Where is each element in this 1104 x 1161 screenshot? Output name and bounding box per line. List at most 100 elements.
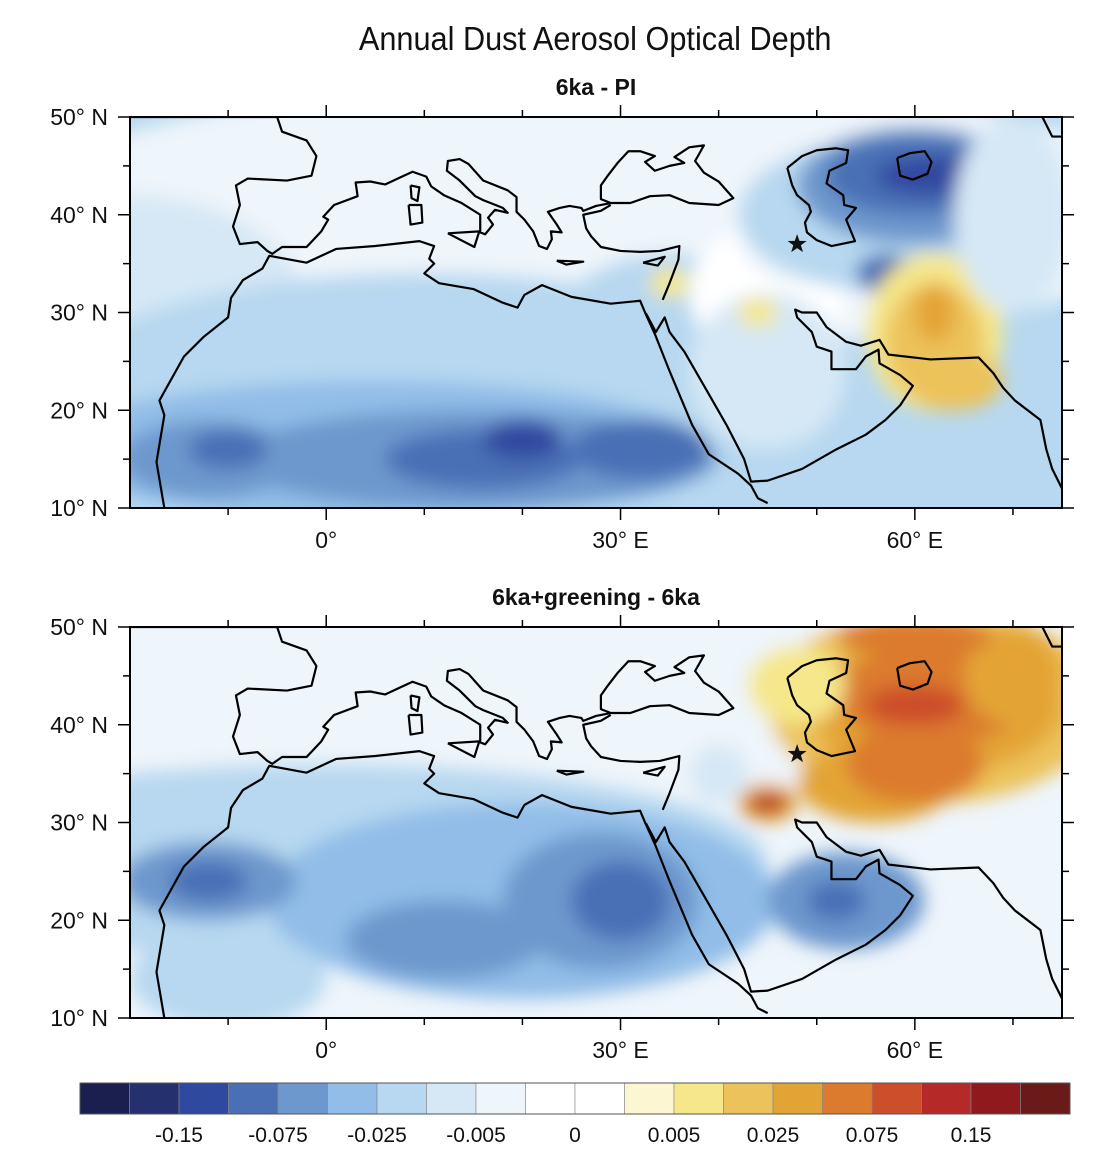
colorbar-swatch bbox=[525, 1082, 576, 1115]
colorbar-swatch bbox=[79, 1082, 130, 1115]
colorbar-swatch bbox=[475, 1082, 526, 1115]
colorbar-swatch bbox=[277, 1082, 328, 1115]
lon-tick-label: 60° E bbox=[887, 527, 944, 553]
field-contours bbox=[130, 627, 1062, 1018]
colorbar-swatch bbox=[327, 1082, 378, 1115]
field-contour-patch bbox=[738, 297, 778, 328]
coastline bbox=[409, 694, 421, 713]
field-contour-patch bbox=[748, 646, 847, 725]
colorbar-swatch bbox=[673, 1082, 724, 1115]
coastline bbox=[155, 750, 769, 1018]
colorbar-swatch bbox=[129, 1082, 180, 1115]
map-panel-1: 0° 30° E 60° E 50° N 40° N 30° N 20° N 10° N bbox=[50, 104, 1074, 553]
coastline bbox=[1041, 117, 1062, 138]
colorbar-swatch bbox=[624, 1082, 675, 1115]
colorbar-swatch bbox=[970, 1082, 1021, 1115]
colorbar-label: 0.005 bbox=[648, 1124, 701, 1147]
colorbar-label: 0.075 bbox=[846, 1124, 899, 1147]
field-contour-patch bbox=[914, 283, 955, 342]
field-contour-patch bbox=[571, 419, 709, 479]
lon-tick-label: 30° E bbox=[592, 1037, 649, 1063]
field-contour-patch bbox=[905, 351, 1004, 411]
star-marker-icon bbox=[787, 744, 807, 763]
figure-title: Annual Dust Aerosol Optical Depth bbox=[358, 20, 832, 57]
coastline bbox=[155, 240, 769, 508]
field-contour-patch bbox=[806, 881, 866, 921]
lon-tick-label: 60° E bbox=[887, 1037, 944, 1063]
coastline bbox=[556, 259, 585, 266]
coastline bbox=[409, 184, 421, 203]
coastline bbox=[786, 147, 858, 248]
lat-tick-label: 10° N bbox=[50, 1005, 108, 1031]
colorbar-swatch bbox=[723, 1082, 774, 1115]
coastline bbox=[1041, 627, 1062, 648]
lat-tick-label: 30° N bbox=[50, 300, 108, 326]
field-contour-patch bbox=[169, 861, 248, 901]
colorbar-label: 0.15 bbox=[951, 1124, 992, 1147]
colorbar-swatch bbox=[921, 1082, 972, 1115]
coastline bbox=[642, 255, 666, 267]
coastline bbox=[642, 765, 666, 777]
coastline bbox=[130, 627, 735, 765]
star-marker-icon bbox=[787, 234, 807, 253]
panel-2-subtitle: 6ka+greening - 6ka bbox=[492, 584, 700, 610]
field-contour-patch bbox=[689, 744, 749, 804]
lon-tick-label: 0° bbox=[315, 1037, 337, 1063]
field-contour-patch bbox=[748, 793, 788, 813]
colorbar-swatch bbox=[228, 1082, 279, 1115]
field-contour-patch bbox=[846, 724, 984, 804]
coastline bbox=[556, 769, 585, 776]
colorbar-swatch bbox=[822, 1082, 873, 1115]
field-contour-patch bbox=[571, 861, 670, 940]
colorbar-label: 0 bbox=[569, 1124, 581, 1147]
field-contour-patch bbox=[483, 419, 562, 460]
lat-tick-label: 50° N bbox=[50, 614, 108, 640]
field-contour-patch bbox=[345, 900, 542, 979]
colorbar-swatch bbox=[376, 1082, 427, 1115]
coastline bbox=[447, 740, 481, 759]
colorbar: -0.15 -0.075 -0.025 -0.005 0 0.005 0.025 0.075 0… bbox=[79, 1082, 1071, 1147]
lat-tick-label: 50° N bbox=[50, 104, 108, 130]
lat-tick-label: 30° N bbox=[50, 810, 108, 836]
coastline bbox=[645, 818, 1062, 999]
colorbar-frame bbox=[79, 1082, 1071, 1115]
lat-tick-label: 40° N bbox=[50, 712, 108, 738]
field-contour-patch bbox=[865, 685, 964, 725]
coastline bbox=[582, 714, 681, 811]
field-contours bbox=[130, 117, 1062, 508]
coastline bbox=[645, 308, 1062, 489]
coastline bbox=[786, 657, 858, 758]
field-contour-patch bbox=[963, 627, 1062, 725]
colorbar-swatch bbox=[574, 1082, 625, 1115]
lat-tick-label: 10° N bbox=[50, 495, 108, 521]
lat-tick-label: 20° N bbox=[50, 397, 108, 423]
colorbar-label: -0.15 bbox=[155, 1124, 203, 1147]
lon-tick-label: 0° bbox=[315, 527, 337, 553]
colorbar-swatch bbox=[178, 1082, 229, 1115]
coastline bbox=[407, 713, 424, 736]
field-contour-patch bbox=[954, 117, 1062, 313]
field-contour-patch bbox=[689, 292, 847, 450]
colorbar-label: -0.005 bbox=[446, 1124, 506, 1147]
lat-tick-label: 40° N bbox=[50, 202, 108, 228]
coastline bbox=[582, 204, 681, 301]
map-panel-2: 0° 30° E 60° E 50° N 40° N 30° N 20° N 10° N bbox=[50, 614, 1074, 1063]
colorbar-swatch bbox=[1020, 1082, 1071, 1115]
colorbar-label: -0.075 bbox=[248, 1124, 308, 1147]
colorbar-swatch bbox=[772, 1082, 823, 1115]
lat-tick-label: 20° N bbox=[50, 907, 108, 933]
lon-tick-label: 30° E bbox=[592, 527, 649, 553]
colorbar-label: 0.025 bbox=[747, 1124, 800, 1147]
colorbar-label: -0.025 bbox=[347, 1124, 407, 1147]
colorbar-swatch bbox=[871, 1082, 922, 1115]
field-contour-patch bbox=[130, 929, 327, 1018]
colorbar-swatch bbox=[426, 1082, 477, 1115]
coastline bbox=[447, 230, 481, 249]
coastline bbox=[896, 660, 933, 691]
coastline bbox=[407, 203, 424, 226]
panel-1-subtitle: 6ka - PI bbox=[555, 74, 637, 100]
field-contour-patch bbox=[188, 429, 268, 469]
field-contour-patch bbox=[836, 627, 994, 657]
coastline bbox=[130, 117, 735, 255]
